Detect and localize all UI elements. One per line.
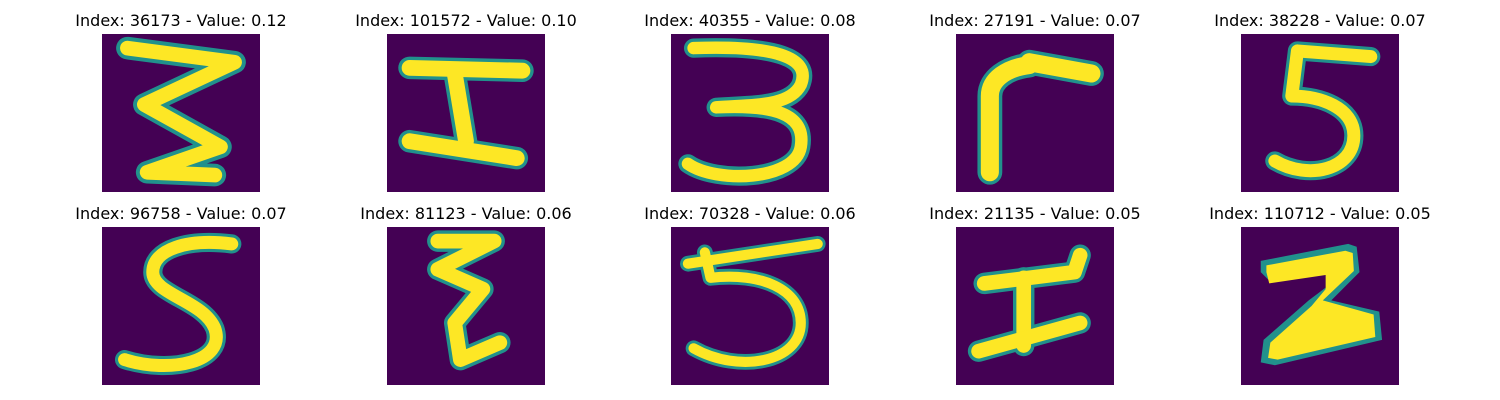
panel-title: Index: 110712 - Value: 0.05 (1209, 204, 1431, 223)
panel-title: Index: 101572 - Value: 0.10 (355, 11, 577, 30)
digit-glyph (387, 34, 545, 192)
digit-glyph (387, 227, 545, 385)
panel-title: Index: 21135 - Value: 0.05 (929, 204, 1141, 223)
digit-glyph (956, 34, 1114, 192)
digit-glyph (1241, 227, 1399, 385)
panel-title: Index: 38228 - Value: 0.07 (1214, 11, 1426, 30)
digit-image (671, 34, 829, 192)
panel-title: Index: 81123 - Value: 0.06 (360, 204, 572, 223)
digit-glyph (671, 34, 829, 192)
digit-image (102, 34, 260, 192)
digit-image (956, 34, 1114, 192)
digit-glyph (102, 34, 260, 192)
panel-title: Index: 70328 - Value: 0.06 (644, 204, 856, 223)
digit-image (956, 227, 1114, 385)
panel-title: Index: 40355 - Value: 0.08 (644, 11, 856, 30)
digit-glyph (1241, 34, 1399, 192)
digit-image (102, 227, 260, 385)
digit-glyph (102, 227, 260, 385)
panel-title: Index: 96758 - Value: 0.07 (75, 204, 287, 223)
panel-title: Index: 36173 - Value: 0.12 (75, 11, 287, 30)
digit-glyph (671, 227, 829, 385)
digit-image (387, 227, 545, 385)
digit-image (1241, 227, 1399, 385)
digit-glyph (956, 227, 1114, 385)
digit-image (1241, 34, 1399, 192)
digit-image (387, 34, 545, 192)
panel-title: Index: 27191 - Value: 0.07 (929, 11, 1141, 30)
digit-image (671, 227, 829, 385)
